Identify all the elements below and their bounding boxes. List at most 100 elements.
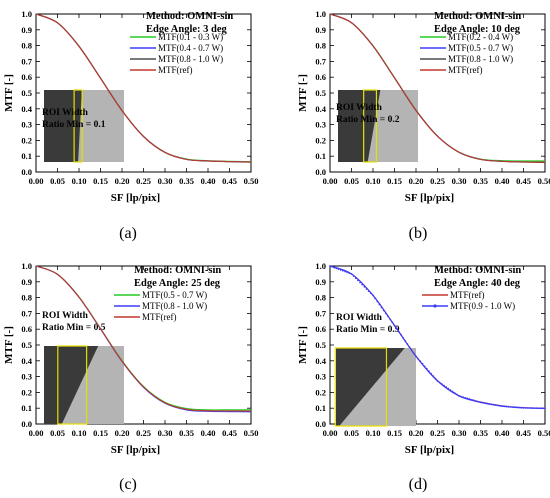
series-point-d-1 [421,362,424,365]
x-tick-label: 0.00 [29,176,44,186]
legend-entry: MTF(0.2 - 0.4 W) [448,32,513,42]
y-tick-label: 0.1 [21,403,32,413]
y-tick-label: 0.5 [21,88,32,98]
series-point-d-1 [367,290,370,292]
series-point-d-1 [451,390,454,393]
series-point-d-1 [539,407,542,410]
chart-panel-d: 0.00 0.05 0.10 0.15 0.20 0.25 0.30 0.35 0.40 0.45… [297,261,550,493]
y-tick-label: 0.7 [315,308,326,318]
series-point-d-1 [447,387,450,390]
x-tick-label: 0.10 [72,176,87,186]
y-tick-label: 1.0 [315,9,326,19]
series-point-d-1 [348,272,351,275]
method-label: Method: OMNI-sin [434,11,521,22]
series-point-d-1 [415,355,417,358]
chart-panel-b: 0.00 0.05 0.10 0.15 0.20 0.25 0.30 0.35 0.40 0.45… [297,9,550,242]
y-tick-label: 0.2 [21,387,32,397]
series-point-d-1 [346,271,349,274]
series-point-d-1 [339,269,342,271]
y-tick-label: 0.1 [315,151,326,161]
ratio-min-label: Ratio Min = 0.2 [336,115,400,125]
method-label: Method: OMNI-sin [134,265,221,276]
legend: MTF(0.2 - 0.4 W)MTF(0.5 - 0.7 W)MTF(0.8 … [420,32,513,75]
edge-angle-label: Edge Angle: 25 deg [134,278,221,289]
series-point-d-1 [400,333,402,336]
series-point-d-1 [483,402,486,405]
x-tick-label: 0.35 [179,428,194,438]
series-point-d-1 [374,297,377,300]
y-tick-label: 0.9 [315,25,326,35]
legend-entry: MTF(0.5 - 0.7 W) [448,43,513,53]
series-point-d-1 [514,406,516,409]
y-tick-label: 0.8 [21,41,32,51]
legend-entry: MTF(0.4 - 0.7 W) [158,43,223,53]
series-point-d-1 [436,380,439,382]
x-tick-label: 0.15 [387,428,402,438]
inset-dark-region [336,348,405,426]
inset-dark-region [44,90,82,162]
ratio-min-label: Ratio Min = 0.9 [336,325,400,335]
ratio-min-label: Ratio Min = 0.5 [42,323,106,333]
series-point-d-1 [496,404,499,407]
series-point-d-1 [518,406,521,409]
series-point-d-1 [505,405,508,408]
x-tick-label: 0.30 [158,176,173,186]
series-point-d-1 [544,407,546,410]
legend-entry: MTF(ref) [448,65,483,75]
series-point-d-1 [395,327,398,330]
subfigure-label: (c) [119,476,137,493]
y-tick-label: 0.7 [21,308,32,318]
x-tick-label: 0.20 [409,176,424,186]
series-point-d-1 [372,294,374,297]
x-tick-label: 0.50 [538,428,550,438]
legend-entry: MTF(0.8 - 1.0 W) [448,54,513,64]
x-tick-label: 0.40 [201,176,216,186]
method-label: Method: OMNI-sin [434,265,521,276]
x-tick-label: 0.45 [516,176,531,186]
series-point-d-1 [382,309,385,312]
series-point-d-1 [363,285,366,288]
y-tick-label: 0.3 [21,120,32,130]
series-point-d-1 [449,389,452,391]
y-tick-label: 0.5 [315,340,326,350]
series-point-d-1 [458,395,460,397]
series-point-d-1 [440,383,443,385]
series-point-d-1 [397,330,400,333]
legend-entry: MTF(0.5 - 0.7 W) [142,290,207,300]
series-point-d-1 [417,357,420,360]
x-tick-label: 0.10 [72,428,87,438]
series-point-d-1 [389,318,392,321]
y-tick-label: 0.9 [21,277,32,287]
series-point-d-1 [412,352,415,355]
series-point-d-1 [380,306,383,309]
y-axis-label: MTF [-] [3,74,15,112]
method-label: Method: OMNI-sin [146,11,233,22]
x-tick-label: 0.40 [201,428,216,438]
x-tick-label: 0.35 [179,176,194,186]
legend-marker [433,304,437,308]
series-point-d-1 [432,375,435,377]
series-point-d-1 [335,267,338,270]
x-tick-label: 0.05 [50,428,65,438]
series-point-d-1 [342,269,344,272]
legend-entry: MTF(ref) [450,290,485,300]
y-tick-label: 0.3 [21,372,32,382]
series-point-d-1 [406,343,409,345]
x-axis-label: SF [lp/pix] [405,192,454,204]
y-tick-label: 0.6 [315,324,326,334]
series-point-d-1 [428,370,430,373]
series-point-d-1 [503,405,506,408]
series-point-d-1 [507,405,510,408]
y-tick-label: 0.4 [21,104,32,114]
y-tick-label: 0.5 [21,340,32,350]
y-tick-label: 0.4 [315,356,326,366]
x-tick-label: 0.10 [366,176,381,186]
series-point-d-1 [537,407,540,410]
roi-width-label: ROI Width [42,311,89,321]
legend-entry: MTF(0.1 - 0.3 W) [158,32,223,42]
y-tick-label: 1.0 [315,261,326,271]
y-tick-label: 0.4 [21,356,32,366]
x-tick-label: 0.05 [344,428,359,438]
y-tick-label: 0.8 [315,41,326,51]
ratio-min-label: Ratio Min = 0.1 [42,120,106,130]
